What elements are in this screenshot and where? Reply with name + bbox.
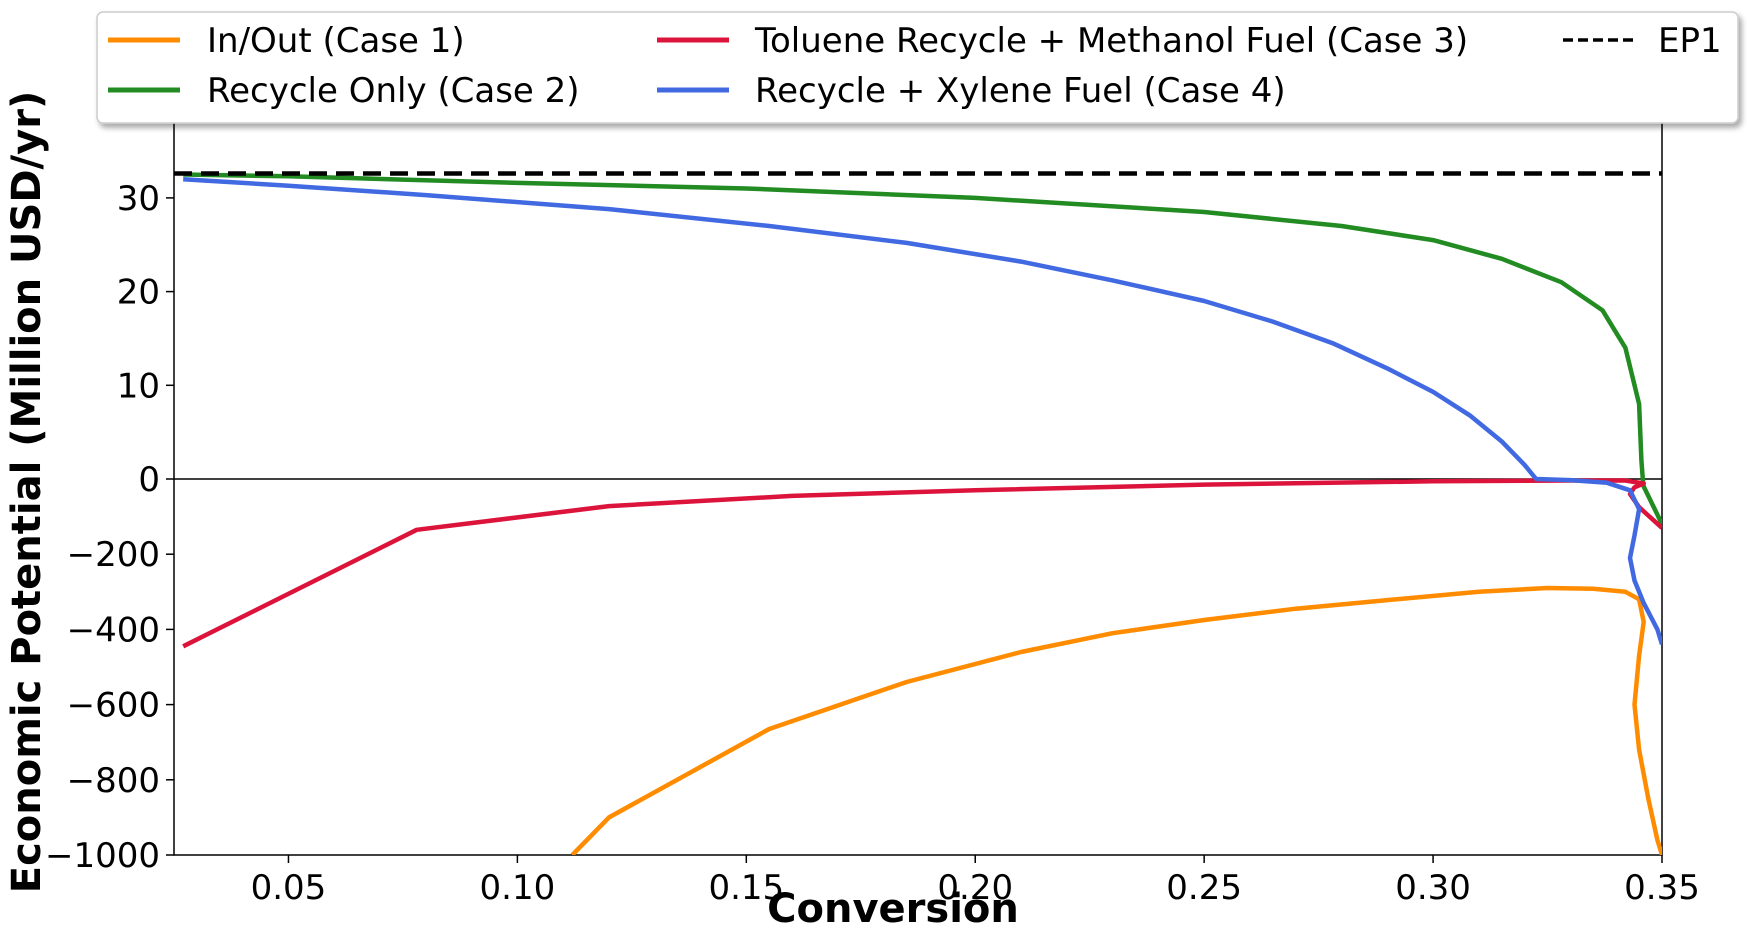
legend-box xyxy=(96,11,1739,124)
legend-item-ep1: EP1 xyxy=(1563,21,1722,61)
y-axis-ticks: 30 20 10 0 −200 −400 −600 −800 −1000 xyxy=(45,179,174,876)
y-tick-label: 30 xyxy=(117,179,160,219)
plot-area xyxy=(173,59,1663,856)
legend-label-case-4: Recycle + Xylene Fuel (Case 4) xyxy=(755,71,1286,111)
series-line-recycle-xylene-fuel-case-4 xyxy=(183,176,1662,646)
legend-label-case-2: Recycle Only (Case 2) xyxy=(207,71,580,111)
legend-item-case-2: Recycle Only (Case 2) xyxy=(108,71,580,111)
series-line-in-out-case-1 xyxy=(570,585,1662,855)
x-tick-label: 0.05 xyxy=(251,868,327,908)
x-tick-label: 0.30 xyxy=(1395,868,1471,908)
y-tick-label: 10 xyxy=(117,366,160,406)
legend-label-case-3: Toluene Recycle + Methanol Fuel (Case 3) xyxy=(754,21,1468,61)
x-axis-label: Conversion xyxy=(767,886,1019,930)
x-tick-label: 0.10 xyxy=(480,868,556,908)
legend-item-case-3: Toluene Recycle + Methanol Fuel (Case 3) xyxy=(657,21,1468,61)
legend-item-case-1: In/Out (Case 1) xyxy=(108,21,465,61)
y-axis-label: Economic Potential (Million USD/yr) xyxy=(4,91,50,893)
x-tick-label: 0.25 xyxy=(1166,868,1242,908)
y-tick-label: −600 xyxy=(67,686,160,726)
series-layer xyxy=(174,171,1662,855)
legend-item-case-4: Recycle + Xylene Fuel (Case 4) xyxy=(657,71,1286,111)
legend: In/Out (Case 1) Recycle Only (Case 2) To… xyxy=(96,11,1739,124)
x-tick-label: 0.20 xyxy=(937,868,1013,908)
y-tick-label: 20 xyxy=(117,273,160,313)
x-axis-ticks: 0.05 0.10 0.15 0.20 0.25 0.30 0.35 xyxy=(251,855,1700,908)
legend-label-ep1: EP1 xyxy=(1658,21,1722,61)
x-tick-label: 0.15 xyxy=(708,868,784,908)
y-tick-label: −200 xyxy=(67,535,160,575)
legend-label-case-1: In/Out (Case 1) xyxy=(207,21,465,61)
series-line-recycle-only-case-2 xyxy=(183,172,1662,526)
y-tick-label: −400 xyxy=(67,610,160,650)
y-tick-label: 0 xyxy=(138,460,160,500)
y-tick-label: −800 xyxy=(67,761,160,801)
y-tick-label: −1000 xyxy=(45,836,160,876)
x-tick-label: 0.35 xyxy=(1624,868,1700,908)
